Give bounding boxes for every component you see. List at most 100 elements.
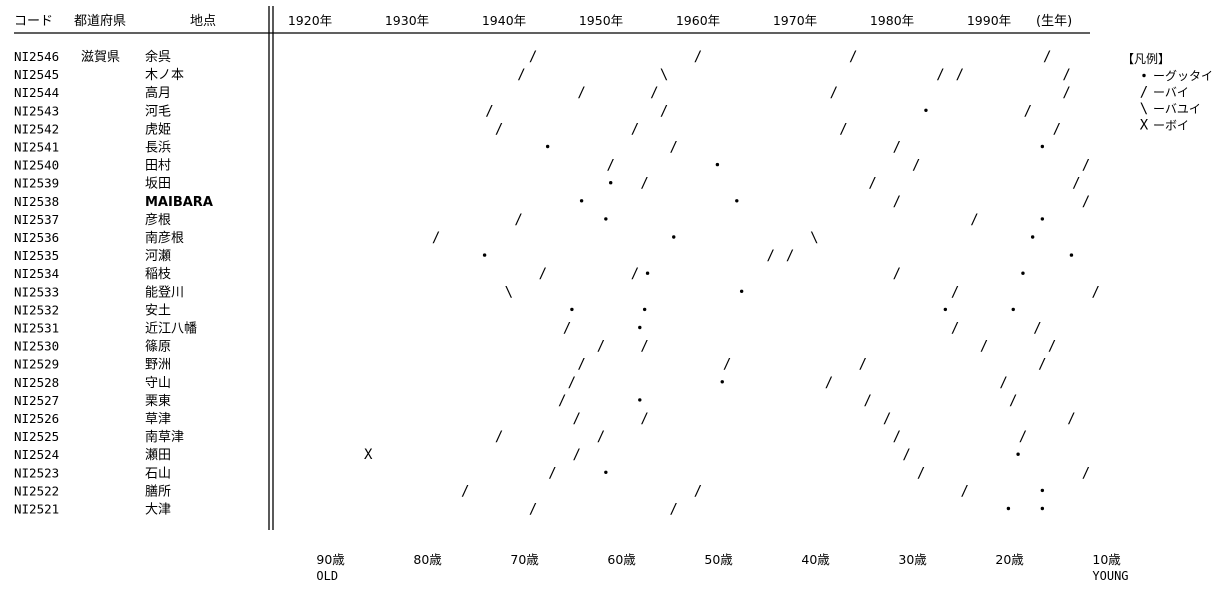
mark-slash: /: [936, 67, 944, 83]
row-code: NI2543: [14, 103, 59, 118]
mark-slash: /: [951, 321, 959, 337]
mark-slash: /: [670, 502, 678, 518]
age-tick-label: 70歳: [510, 552, 539, 567]
mark-slash: /: [980, 339, 988, 355]
mark-slash: /: [1082, 465, 1090, 481]
mark-slash: /: [1024, 103, 1032, 119]
row-place: 近江八幡: [145, 322, 197, 337]
row-code: NI2529: [14, 357, 59, 372]
mark-slash: /: [573, 411, 581, 427]
mark-slash: /: [883, 411, 891, 427]
x-tick-label: 1960年: [676, 13, 720, 28]
mark-slash: /: [1062, 67, 1070, 83]
mark-slash: /: [893, 429, 901, 445]
row-labels: NI2546 滋賀県 余呉 NI2545 木ノ本 NI2544 高月 NI2543 河毛 NI25…: [14, 49, 213, 518]
x-tick-label: 1980年: [870, 13, 914, 28]
mark-slash: /: [631, 266, 639, 282]
row-place: 守山: [145, 376, 171, 391]
mark-slash: /: [694, 49, 702, 65]
row-code: NI2546: [14, 49, 59, 64]
mark-slash: /: [830, 85, 838, 101]
mark-slash: /: [529, 49, 537, 65]
row-code: NI2527: [14, 393, 59, 408]
row-place: 野洲: [145, 358, 171, 373]
mark-slash: /: [1019, 429, 1027, 445]
row-code: NI2530: [14, 339, 59, 354]
mark-slash: /: [970, 212, 978, 228]
mark-slash: /: [893, 194, 901, 210]
age-tick-sublabel: OLD: [316, 569, 338, 583]
mark-slash: /: [558, 393, 566, 409]
header-prefecture: 都道府県: [74, 14, 126, 29]
mark-slash: /: [568, 375, 576, 391]
mark-dot: [1069, 253, 1074, 257]
mark-slash: /: [640, 411, 648, 427]
mark-dot: [720, 380, 724, 384]
row-place: 彦根: [145, 212, 171, 228]
legend-label: ーバイ: [1153, 86, 1189, 100]
mark-slash: /: [606, 158, 614, 174]
mark-slash: /: [597, 339, 605, 355]
row-place: 石山: [145, 466, 171, 481]
header-place: 地点: [190, 14, 216, 29]
mark-dot: [642, 307, 647, 312]
mark-slash: /: [767, 248, 775, 264]
mark-dot: [943, 307, 948, 312]
row-code: NI2537: [14, 212, 59, 227]
mark-slash: /: [1067, 411, 1075, 427]
mark-dot: [1011, 307, 1015, 312]
mark-slash: /: [1082, 158, 1090, 174]
mark-dot: [1040, 488, 1045, 493]
mark-dot: [735, 199, 739, 203]
mark-dot: [609, 181, 613, 185]
row-code: NI2532: [14, 302, 59, 317]
mark-slash: /: [893, 266, 901, 282]
row-code: NI2533: [14, 284, 59, 299]
row-prefecture: 滋賀県: [81, 50, 120, 65]
row-code: NI2523: [14, 465, 59, 480]
row-code: NI2536: [14, 230, 59, 245]
mark-slash: /: [1091, 284, 1099, 300]
mark-slash: /: [951, 284, 959, 300]
row-code: NI2534: [14, 266, 59, 281]
row-code: NI2522: [14, 483, 59, 498]
mark-slash: /: [514, 212, 522, 228]
mark-slash: /: [529, 502, 537, 518]
mark-slash: /: [597, 429, 605, 445]
mark-dot: [645, 271, 650, 275]
legend-label: ーボイ: [1153, 119, 1189, 133]
legend-label: ーグッタイ: [1153, 69, 1213, 83]
mark-slash: /: [650, 85, 658, 101]
mark-dot: [672, 235, 676, 239]
row-place: 虎姫: [145, 122, 171, 137]
mark-slash: /: [825, 375, 833, 391]
x-tick-label: 1950年: [579, 13, 623, 28]
mark-dot: [604, 470, 608, 474]
row-code: NI2528: [14, 375, 59, 390]
mark-slash: /: [1038, 357, 1046, 373]
age-tick-label: 20歳: [995, 552, 1024, 567]
row-place: 能登川: [145, 285, 184, 300]
row-code: NI2525: [14, 429, 59, 444]
mark-slash: /: [640, 339, 648, 355]
age-tick-label: 30歳: [898, 552, 927, 567]
mark-slash: /: [640, 176, 648, 192]
mark-slash: /: [485, 103, 493, 119]
x-tick-label: 1940年: [482, 13, 526, 28]
row-place: 安土: [145, 303, 171, 318]
mark-slash: /: [723, 357, 731, 373]
row-code: NI2535: [14, 248, 59, 263]
mark-slash: /: [432, 230, 440, 246]
row-place: 瀬田: [145, 448, 171, 463]
mark-dot: [1040, 144, 1045, 149]
row-code: NI2524: [14, 447, 59, 462]
legend-title: 【凡例】: [1122, 52, 1170, 66]
mark-slash: /: [563, 321, 571, 337]
mark-dot: [579, 199, 584, 203]
mark-dot: [924, 108, 928, 113]
row-code: NI2542: [14, 121, 59, 136]
mark-slash: /: [573, 447, 581, 463]
mark-backslash: \: [660, 67, 668, 83]
x-tick-label: 1990年: [967, 13, 1011, 28]
